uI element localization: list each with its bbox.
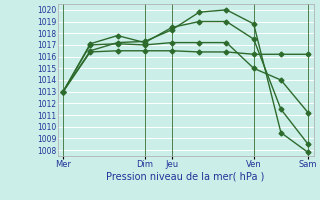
X-axis label: Pression niveau de la mer( hPa ): Pression niveau de la mer( hPa ) (107, 172, 265, 182)
